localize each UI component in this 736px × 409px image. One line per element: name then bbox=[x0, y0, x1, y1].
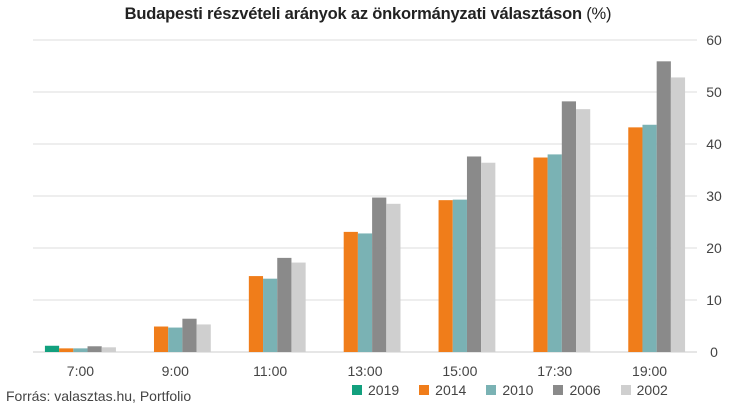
y-tick-label: 0 bbox=[710, 344, 718, 360]
bar-2002-1 bbox=[101, 347, 116, 352]
x-tick-label: 19:00 bbox=[632, 363, 667, 379]
bar-2014-7 bbox=[628, 127, 643, 352]
y-tick-label: 40 bbox=[706, 136, 722, 152]
bar-2002-2 bbox=[196, 324, 211, 352]
legend-swatch bbox=[419, 385, 430, 395]
y-axis-ticks: 0 10 20 30 40 50 60 bbox=[706, 32, 722, 360]
legend-item-2010: 2010 bbox=[486, 382, 533, 398]
y-tick-label: 60 bbox=[706, 32, 722, 48]
y-tick-label: 50 bbox=[706, 84, 722, 100]
x-tick-label: 11:00 bbox=[253, 363, 287, 379]
bar-2002-5 bbox=[481, 162, 496, 352]
bar-2014-2 bbox=[153, 326, 169, 352]
bar-2014-4 bbox=[343, 231, 358, 352]
chart-plot: 0 10 20 30 40 50 60 7:00 9:00 11:00 13:00 15:00 17:… bbox=[33, 32, 722, 379]
bar-2010-7 bbox=[642, 124, 657, 352]
x-tick-label: 9:00 bbox=[162, 363, 189, 379]
bar-2014-5 bbox=[438, 200, 453, 352]
x-tick-label: 17:30 bbox=[537, 363, 572, 379]
bar-2010-6 bbox=[547, 154, 562, 352]
bar-2006-5 bbox=[466, 156, 482, 352]
legend-label: 2002 bbox=[636, 382, 668, 398]
bar-2010-3 bbox=[263, 278, 278, 352]
bar-2002-4 bbox=[386, 203, 401, 352]
bar-2006-2 bbox=[182, 318, 197, 352]
bars bbox=[44, 61, 686, 352]
legend-label: 2006 bbox=[569, 382, 601, 398]
legend-swatch bbox=[486, 385, 497, 395]
x-axis-ticks: 7:00 9:00 11:00 13:00 15:00 17:30 19:00 bbox=[67, 363, 667, 379]
y-tick-label: 20 bbox=[706, 240, 722, 256]
bar-2002-7 bbox=[670, 77, 686, 352]
bar-2010-1 bbox=[73, 348, 88, 352]
bar-2002-6 bbox=[576, 109, 591, 352]
legend-item-2006: 2006 bbox=[553, 382, 601, 398]
legend-label: 2019 bbox=[368, 382, 400, 398]
y-tick-label: 30 bbox=[706, 188, 722, 204]
legend-swatch bbox=[352, 385, 362, 395]
bar-2006-3 bbox=[277, 257, 292, 352]
legend-label: 2010 bbox=[502, 382, 534, 398]
bar-2014-3 bbox=[248, 276, 264, 352]
chart-title: Budapesti részvételi arányok az önkormán… bbox=[0, 5, 736, 24]
x-tick-label: 13:00 bbox=[347, 363, 382, 379]
legend-swatch bbox=[553, 385, 564, 395]
legend-item-2014: 2014 bbox=[419, 382, 466, 398]
legend-swatch bbox=[620, 385, 631, 395]
legend-item-2019: 2019 bbox=[352, 382, 399, 398]
bar-2006-6 bbox=[561, 101, 577, 352]
y-tick-label: 10 bbox=[706, 292, 722, 308]
legend: 2019 2014 2010 2006 2002 bbox=[352, 382, 668, 398]
source-note: Forrás: valasztas.hu, Portfolio bbox=[6, 388, 192, 404]
bar-2019-1 bbox=[44, 345, 60, 352]
x-tick-label: 15:00 bbox=[442, 363, 477, 379]
chart-title-unit: (%) bbox=[586, 5, 612, 23]
bar-2010-4 bbox=[357, 233, 373, 352]
chart-title-main: Budapesti részvételi arányok az önkormán… bbox=[124, 5, 582, 23]
bar-2006-1 bbox=[87, 346, 102, 352]
legend-label: 2014 bbox=[435, 382, 467, 398]
bar-2010-5 bbox=[452, 199, 467, 352]
legend-item-2002: 2002 bbox=[620, 382, 668, 398]
bar-2006-7 bbox=[656, 61, 671, 352]
bar-2010-2 bbox=[168, 327, 183, 352]
bar-2014-1 bbox=[59, 348, 74, 352]
bar-2002-3 bbox=[291, 262, 306, 352]
bar-2014-6 bbox=[533, 157, 548, 352]
x-tick-label: 7:00 bbox=[67, 363, 94, 379]
bar-2006-4 bbox=[372, 197, 387, 352]
